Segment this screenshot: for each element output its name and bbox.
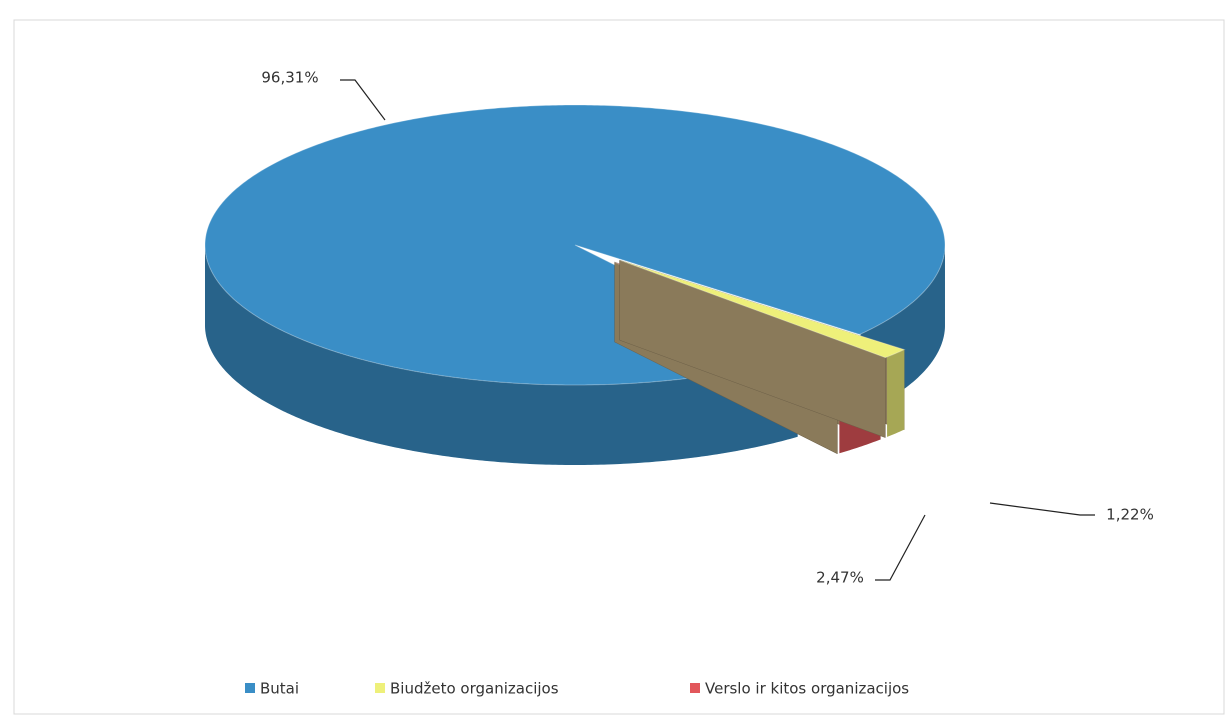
leader-line: [989, 502, 1095, 516]
data-label: 1,22%: [1106, 506, 1154, 524]
slice-side: [205, 245, 798, 465]
legend-swatch: [245, 683, 255, 693]
slice-face: [619, 259, 886, 438]
slice-side-shade: [887, 349, 905, 437]
slice-side: [887, 349, 905, 437]
slice: [619, 259, 906, 359]
leader-line: [875, 514, 926, 581]
slice: [204, 104, 946, 386]
legend-swatch: [690, 683, 700, 693]
legend-label: Biudžeto organizacijos: [390, 680, 559, 698]
legend-swatch: [375, 683, 385, 693]
leader-line: [340, 79, 386, 121]
legend-label: Verslo ir kitos organizacijos: [705, 680, 909, 698]
slice-side-shade: [205, 245, 798, 465]
data-label: 2,47%: [816, 569, 864, 587]
data-label: 96,31%: [261, 69, 318, 87]
legend-label: Butai: [260, 680, 299, 698]
